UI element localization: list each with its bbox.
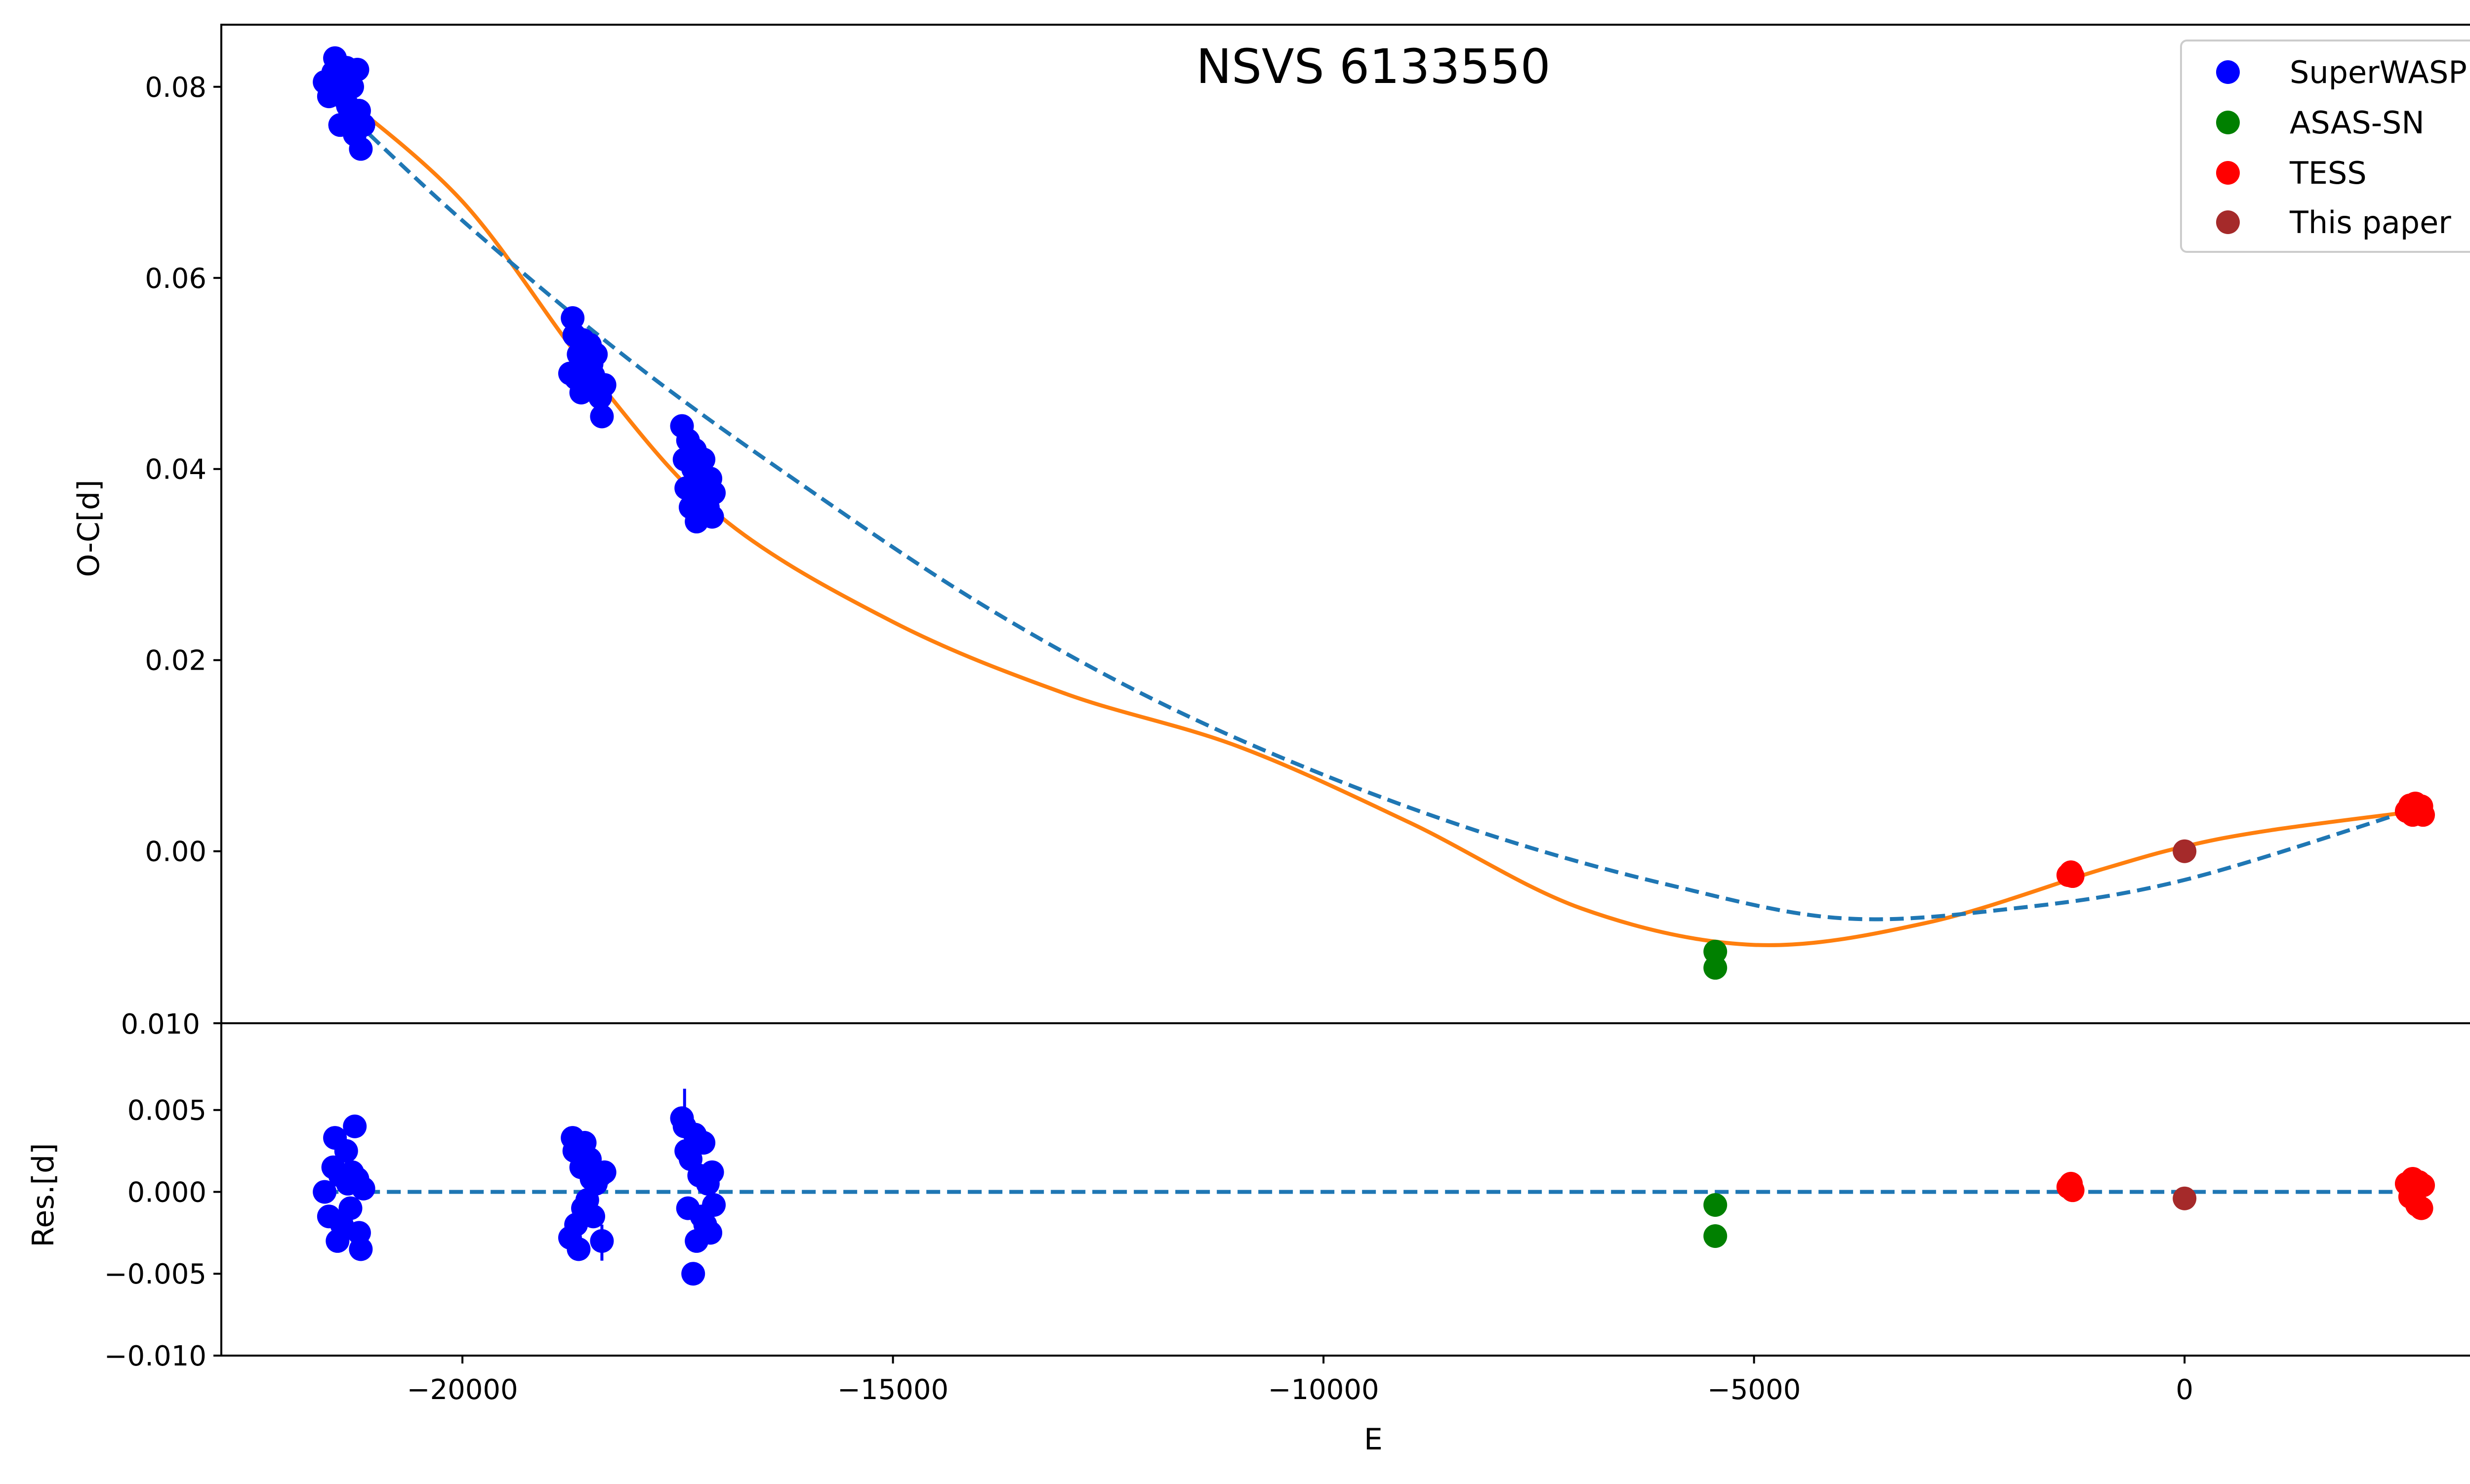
oc-point-superwasp [592, 373, 617, 397]
residual-point-superwasp [343, 1114, 367, 1138]
data-points [313, 46, 2435, 1286]
quadratic-fit-curve [323, 90, 2418, 922]
legend: SuperWASP ASAS-SN TESS This paper [2180, 40, 2470, 253]
residual-point-asas-sn [1703, 1224, 1728, 1248]
oc-point-asas-sn [1703, 956, 1728, 980]
x-tick-label: −20000 [407, 1374, 518, 1406]
residual-point-superwasp [592, 1160, 617, 1184]
residual-point-superwasp [567, 1237, 591, 1261]
bottom-y-tick-label: −0.005 [104, 1258, 206, 1290]
legend-marker-this-paper [2216, 210, 2240, 234]
oc-point-superwasp [584, 342, 608, 366]
residual-point-superwasp [313, 1180, 337, 1204]
bottom-y-tick-label: 0.005 [127, 1095, 206, 1127]
legend-label-tess: TESS [2289, 155, 2367, 191]
oc-point-superwasp [702, 481, 726, 505]
top-y-axis-label: O-C[d] [72, 480, 106, 577]
legend-label-asas-sn: ASAS-SN [2290, 105, 2425, 141]
residual-point-superwasp [351, 1176, 375, 1201]
bottom-panel-frame [220, 1022, 2470, 1357]
x-tick-label: −10000 [1268, 1374, 1379, 1406]
residual-point-asas-sn [1703, 1193, 1728, 1217]
top-y-tick-label: 0.06 [145, 263, 206, 295]
oc-point-asas-sn [1703, 939, 1728, 963]
bottom-y-tick-label: 0.000 [127, 1176, 206, 1208]
legend-label-superwasp: SuperWASP [2290, 54, 2467, 90]
oc-point-tess [2060, 864, 2085, 888]
bottom-y-tick-label: −0.010 [104, 1340, 206, 1372]
residual-point-superwasp [702, 1193, 726, 1217]
residual-point-superwasp [692, 1131, 716, 1155]
oc-point-tess [2411, 803, 2435, 827]
top-y-tick-label: 0.00 [145, 836, 206, 868]
oc-point-superwasp [351, 113, 375, 137]
oc-point-superwasp [590, 404, 614, 429]
residual-point-superwasp [681, 1262, 705, 1286]
residual-point-tess [2060, 1178, 2085, 1203]
x-tick-label: −5000 [1707, 1374, 1801, 1406]
legend-marker-asas-sn [2216, 111, 2240, 134]
top-panel-bottom-tick-label: 0.010 [121, 1008, 200, 1041]
residual-point-superwasp [349, 1237, 373, 1261]
x-tick-label: −15000 [837, 1374, 948, 1406]
chart-title: NSVS 6133550 [1196, 39, 1550, 94]
top-y-tick-label: 0.04 [145, 454, 206, 486]
oc-point-this-paper [2173, 839, 2197, 863]
residual-point-superwasp [338, 1196, 363, 1220]
top-y-tick-label: 0.08 [145, 72, 206, 104]
oc-point-superwasp [561, 306, 585, 330]
x-tick-label: 0 [2176, 1374, 2193, 1406]
oc-point-superwasp [345, 57, 370, 81]
legend-marker-tess [2216, 161, 2240, 185]
legend-marker-superwasp [2216, 60, 2240, 84]
residual-point-superwasp [334, 1139, 358, 1163]
top-y-tick-label: 0.02 [145, 645, 206, 677]
residual-point-superwasp [699, 1221, 723, 1245]
residual-point-superwasp [700, 1160, 724, 1184]
axes: 0.08 0.06 0.04 0.02 0.00 0.005 0.000 −0.005 −0.0… [104, 24, 2470, 1406]
residual-point-superwasp [581, 1204, 606, 1229]
x-axis-label: E [1364, 1422, 1383, 1457]
legend-label-this-paper: This paper [2289, 204, 2451, 241]
residual-point-tess [2409, 1196, 2433, 1220]
residual-point-tess [2411, 1173, 2435, 1198]
residual-point-this-paper [2173, 1186, 2197, 1210]
oc-point-superwasp [700, 505, 724, 529]
oc-point-superwasp [692, 447, 716, 472]
bottom-y-axis-label: Res.[d] [26, 1143, 61, 1247]
residual-point-superwasp [590, 1229, 614, 1253]
oc-point-superwasp [349, 137, 373, 161]
